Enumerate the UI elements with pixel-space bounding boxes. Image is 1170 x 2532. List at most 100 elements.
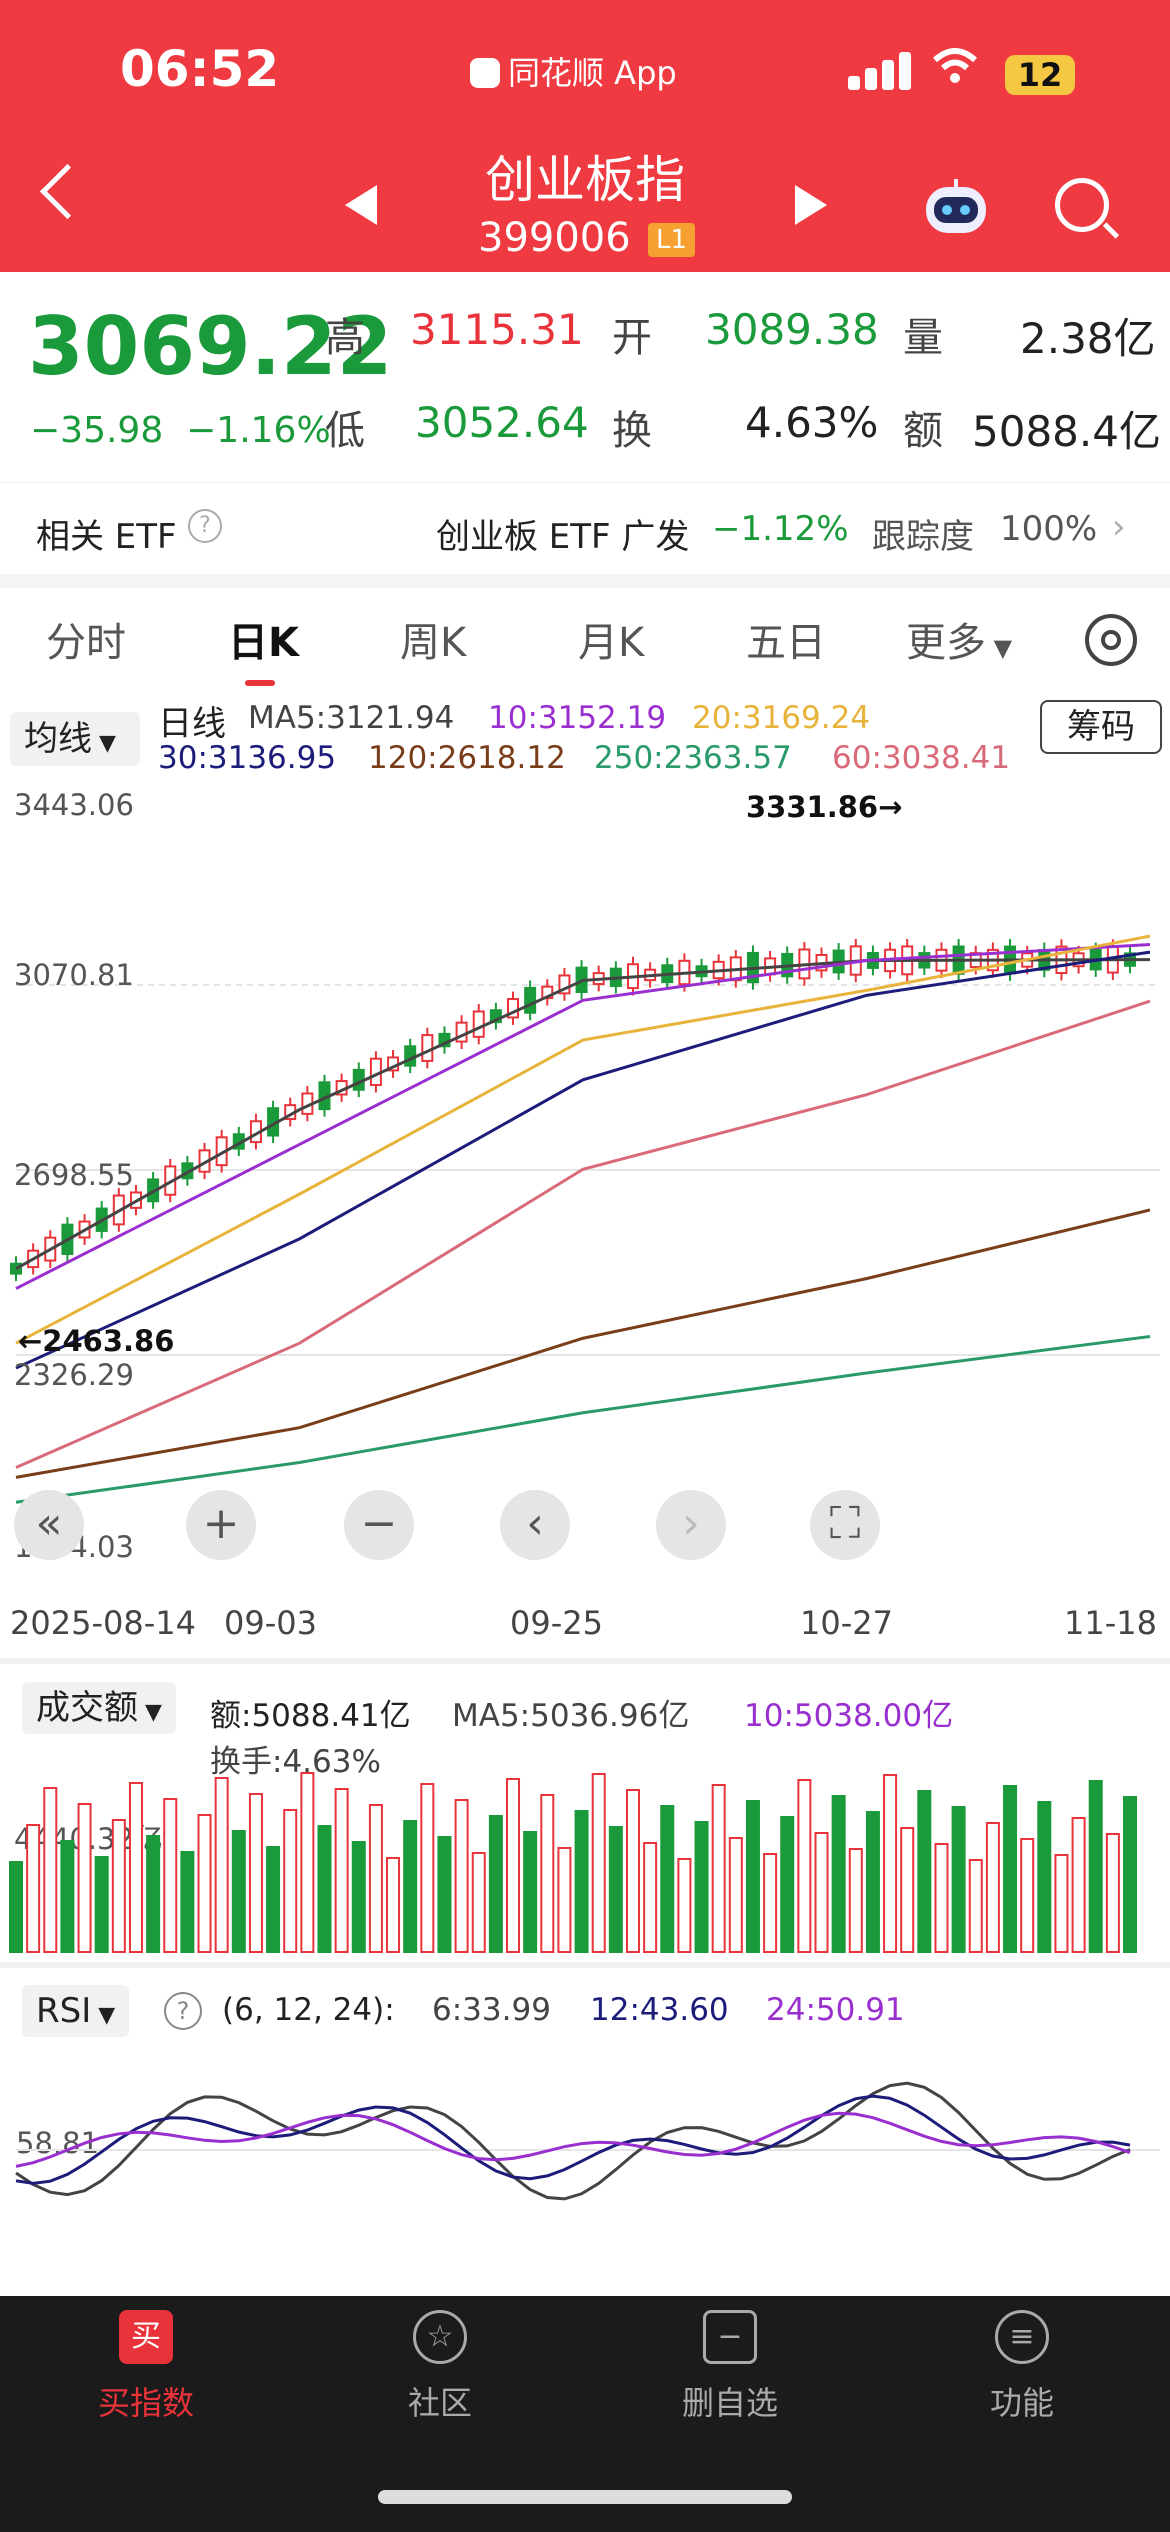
search-icon[interactable] [1055,178,1109,232]
y-axis-top: 3443.06 [14,788,134,822]
ma30-value: 30:3136.95 [158,740,337,776]
zoom-out-icon[interactable]: − [344,1490,414,1560]
nav-community[interactable]: ☆ 社区 [350,2310,530,2424]
ma-line-ma5 [15,958,1151,1270]
next-stock-icon[interactable] [795,185,827,225]
volume-bar [266,1846,281,1953]
track-value: 100% [1000,509,1098,549]
volume-selector-label: 成交额 [36,1688,138,1728]
volume-bar [694,1821,709,1953]
high-value: 3115.31 [410,305,584,354]
volume-bar [1020,1838,1035,1953]
track-label: 跟踪度 [872,517,974,557]
volume-bar [591,1773,606,1953]
etf-change: −1.12% [712,509,849,549]
volume-bar [386,1857,401,1953]
rsi-help-icon[interactable]: ? [164,1992,202,2030]
volume-bar [163,1798,178,1953]
remove-favorite-icon: − [703,2310,757,2364]
volume-bar [865,1811,880,1953]
volume-bar [728,1837,743,1953]
volume-bar [180,1851,195,1953]
nav-label: 功能 [989,2384,1054,2422]
tab-five-day[interactable]: 五日 [746,620,826,666]
volume-bar [625,1789,640,1953]
stock-code: 399006 [478,215,631,261]
fullscreen-icon[interactable]: ⛶ [810,1490,880,1560]
volume-ma5: MA5:5036.96亿 [452,1698,690,1734]
prev-stock-icon[interactable] [345,185,377,225]
kline-chart[interactable] [0,780,1170,1600]
volume-bar [77,1803,92,1953]
chip-distribution-button[interactable]: 筹码 [1040,700,1162,754]
amount-value: 5088.4亿 [972,407,1161,456]
scroll-right-icon[interactable]: › [656,1490,726,1560]
ma60-value: 60:3038.41 [832,740,1011,776]
tab-daily-k[interactable]: 日K [228,620,299,666]
rsi-line [15,2111,1131,2168]
tab-monthly-k[interactable]: 月K [578,620,645,666]
related-etf-row[interactable]: 相关 ETF ? 创业板 ETF 广发 −1.12% 跟踪度 100% › [0,482,1170,575]
volume-amount: 额:5088.41亿 [210,1698,411,1734]
function-icon: ≡ [995,2310,1049,2364]
ma-selector[interactable]: 均线 ▼ [10,712,140,766]
high-marker: 3331.86→ [746,790,903,824]
rsi-chart[interactable] [0,2040,1170,2260]
volume-bar [420,1783,435,1953]
volume-bar [506,1778,521,1953]
open-label: 开 [612,315,652,361]
community-icon: ☆ [413,2310,467,2364]
rsi-line [15,2094,1131,2185]
amount-label: 额 [903,408,943,454]
volume-bar [437,1836,452,1953]
page-title: 创业板指 [485,151,685,209]
buy-icon: 买 [119,2310,173,2364]
nav-label: 买指数 [97,2384,194,2422]
volume-bar [1071,1817,1086,1953]
candle-body [507,998,520,1019]
date-label-start: 2025-08-14 [10,1604,196,1642]
level-badge: L1 [648,223,696,257]
volume-indicator-selector[interactable]: 成交额 ▼ [22,1682,176,1734]
volume-bar [934,1843,949,1953]
volume-turnover: 换手:4.63% [210,1744,381,1780]
zoom-in-icon[interactable]: + [186,1490,256,1560]
volume-bar [248,1793,263,1953]
volume-bar [317,1825,332,1953]
volume-bar [763,1853,778,1953]
volume-label: 量 [903,315,943,361]
scroll-left-fast-icon[interactable]: « [14,1490,84,1560]
tab-intraday[interactable]: 分时 [46,620,126,666]
nav-function[interactable]: ≡ 功能 [932,2310,1112,2424]
ma10-value: 10:3152.19 [488,700,667,736]
caret-down-icon: ▼ [138,1700,162,1725]
ma20-value: 20:3169.24 [692,700,871,736]
top-bar: 06:52 同花顺 App 12 创业板指 399006 L1 [0,0,1170,272]
date-label-end: 11-18 [1064,1604,1157,1642]
settings-icon[interactable] [1085,614,1137,666]
nav-buy-index[interactable]: 买买指数 [56,2310,236,2424]
volume-ma10: 10:5038.00亿 [744,1698,954,1734]
volume-bar [351,1841,366,1953]
volume-bar [574,1810,589,1953]
volume-bar [848,1848,863,1953]
volume-chart[interactable] [0,1740,1170,1960]
nav-remove-favorite[interactable]: − 删自选 [640,2310,820,2424]
candle-body [421,1034,434,1062]
tab-more[interactable]: 更多 ▼ [906,610,1012,668]
candle-body [524,986,537,1014]
home-indicator [378,2490,792,2504]
volume-bar [9,1861,23,1953]
volume-bar [951,1806,966,1953]
rsi6-value: 6:33.99 [432,1992,551,2028]
volume-bar [797,1779,812,1953]
tab-weekly-k[interactable]: 周K [400,620,467,666]
rsi-indicator-selector[interactable]: RSI ▼ [22,1985,130,2037]
rsi-selector-label: RSI [36,1991,92,2031]
scroll-left-icon[interactable]: ‹ [500,1490,570,1560]
help-icon[interactable]: ? [188,509,222,543]
ma-line-20 [15,934,1151,1345]
candle-body [558,974,571,995]
volume-bar [488,1815,503,1953]
robot-assistant-icon[interactable] [920,175,992,237]
